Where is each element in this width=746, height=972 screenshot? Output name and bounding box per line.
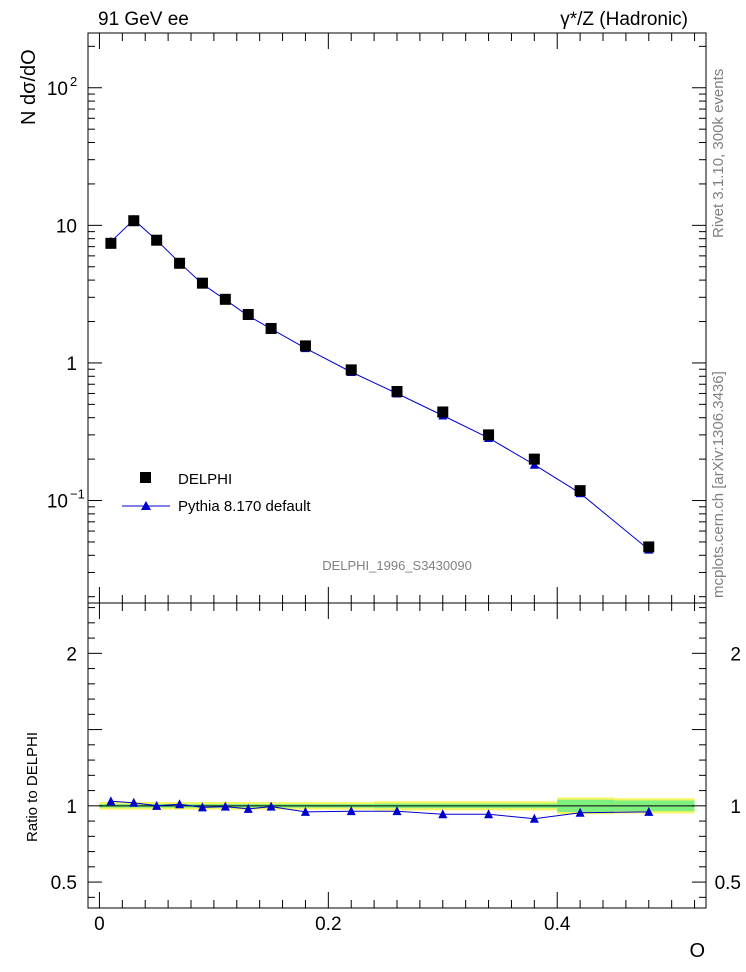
ratio-point: [438, 809, 448, 819]
ratio-y-tick-label-right: 2: [730, 644, 741, 665]
ratio-axis-ticks: [88, 603, 706, 908]
ratio-point: [392, 806, 402, 816]
data-series: [105, 215, 655, 553]
rivet-version-label: Rivet 3.1.10, 300k events: [710, 69, 727, 238]
ratio-point: [243, 803, 253, 813]
ratio-y-axis-label: Ratio to DELPHI: [24, 732, 41, 842]
main-axis-ticks: [88, 33, 706, 603]
data-point: [265, 322, 277, 334]
ratio-point: [152, 800, 162, 810]
data-point: [128, 215, 140, 227]
ratio-point: [220, 801, 230, 811]
x-tick-label: 0.2: [315, 914, 341, 935]
ratio-point: [129, 797, 139, 807]
ratio-point: [644, 806, 654, 816]
main-y-tick-label: 1: [66, 354, 77, 375]
analysis-tag: DELPHI_1996_S3430090: [322, 558, 472, 573]
ratio-y-tick-label-right: 1: [730, 797, 741, 818]
data-point: [219, 293, 231, 305]
data-point: [574, 485, 586, 497]
main-y-tick-exponent: 2: [70, 74, 77, 89]
ratio-y-tick-label-right: 0.5: [715, 873, 741, 894]
legend-mc-label: Pythia 8.170 default: [178, 498, 311, 515]
ratio-point: [106, 796, 116, 806]
data-point: [345, 364, 357, 376]
legend-mc-marker: [141, 501, 151, 510]
ratio-series: [106, 796, 654, 823]
mcplots-credit-label: mcplots.cern.ch [arXiv:1306.3436]: [710, 371, 727, 598]
main-frame: [87, 32, 707, 604]
data-point: [483, 429, 495, 441]
ratio-point: [197, 802, 207, 812]
ratio-tick-labels: 0.5 0.5 1 1 2 2 0 0.2 0.4: [51, 644, 741, 935]
data-point: [174, 257, 186, 269]
ratio-point: [575, 807, 585, 817]
main-y-tick-label: 10: [47, 492, 68, 513]
header-left: 91 GeV ee: [98, 9, 189, 30]
legend: DELPHI Pythia 8.170 default: [122, 471, 311, 515]
main-y-axis-label: N dσ/dO: [18, 49, 40, 125]
data-point: [299, 340, 311, 352]
ratio-y-tick-label-left: 1: [66, 797, 77, 818]
ratio-point: [529, 813, 539, 823]
ratio-panel: 0.5 0.5 1 1 2 2 0 0.2 0.4 Ratio to DELPHI O: [24, 602, 741, 962]
ratio-point: [484, 809, 494, 819]
ratio-y-tick-label-left: 0.5: [51, 873, 77, 894]
ratio-point: [266, 801, 276, 811]
legend-data-label: DELPHI: [178, 471, 232, 488]
data-point: [391, 386, 403, 398]
ratio-point: [175, 799, 185, 809]
data-point: [437, 406, 449, 418]
data-point: [643, 541, 655, 553]
legend-data-marker: [140, 472, 151, 483]
data-point: [196, 277, 208, 289]
ratio-point: [346, 806, 356, 816]
main-y-tick-label: 10: [47, 79, 68, 100]
x-tick-label: 0: [94, 914, 105, 935]
ratio-uncertainty-bands: [99, 797, 695, 815]
ratio-series-line: [110, 800, 649, 820]
ratio-point: [300, 806, 310, 816]
main-y-tick-label: 10: [56, 216, 77, 237]
main-y-tick-exponent: −1: [70, 487, 85, 502]
data-point: [105, 237, 117, 249]
header-right: γ*/Z (Hadronic): [560, 9, 688, 30]
mc-series-line: [110, 219, 650, 550]
data-point: [528, 453, 540, 465]
ratio-y-tick-label-left: 2: [66, 644, 77, 665]
x-axis-label: O: [689, 940, 705, 962]
data-point: [242, 308, 254, 320]
ratio-frame: [87, 602, 707, 909]
data-point: [151, 234, 163, 246]
x-tick-label: 0.4: [544, 914, 571, 935]
